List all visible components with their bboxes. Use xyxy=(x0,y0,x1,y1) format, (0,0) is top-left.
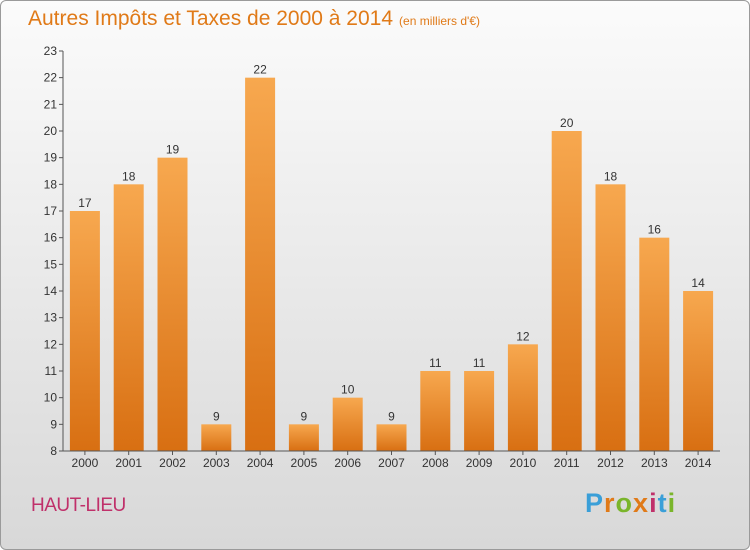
x-tick-label: 2007 xyxy=(378,456,405,470)
y-tick-label: 17 xyxy=(44,204,58,218)
bar xyxy=(376,424,407,451)
chart-title: Autres Impôts et Taxes de 2000 à 2014 (en… xyxy=(28,7,480,31)
y-tick-label: 12 xyxy=(44,337,58,351)
bar xyxy=(332,397,363,451)
data-label: 9 xyxy=(301,409,308,423)
data-label: 9 xyxy=(213,409,220,423)
y-tick-label: 19 xyxy=(44,151,58,165)
title-text: Autres Impôts et Taxes de 2000 à 2014 xyxy=(28,7,394,30)
x-tick-label: 2000 xyxy=(72,456,99,470)
data-label: 10 xyxy=(341,383,355,397)
x-tick-label: 2012 xyxy=(597,456,624,470)
y-tick-label: 14 xyxy=(44,284,58,298)
y-tick-label: 13 xyxy=(44,311,58,325)
data-label: 16 xyxy=(648,223,662,237)
bar xyxy=(551,131,582,451)
x-tick-label: 2004 xyxy=(247,456,274,470)
chart-subtitle: (en milliers d'€) xyxy=(399,14,481,28)
x-tick-label: 2009 xyxy=(466,456,493,470)
y-tick-label: 15 xyxy=(44,257,58,271)
data-label: 17 xyxy=(78,196,92,210)
bar xyxy=(288,424,319,451)
bar xyxy=(201,424,232,451)
x-axis: 2000 2001 2002 2003 2004 2005 2006 2007 2008 2009… xyxy=(63,450,720,470)
y-axis: 8 9 10 11 12 13 14 15 16 17 18 19 20 21 22 23 xyxy=(44,44,64,458)
x-tick-label: 2006 xyxy=(334,456,361,470)
y-tick-label: 20 xyxy=(44,124,58,138)
y-tick-label: 21 xyxy=(44,97,58,111)
bar xyxy=(595,184,626,452)
logo-letter: o xyxy=(615,488,634,518)
logo-letter: P xyxy=(585,488,605,518)
logo-letter: x xyxy=(633,488,650,518)
y-tick-label: 8 xyxy=(50,444,57,458)
data-label: 14 xyxy=(691,276,705,290)
data-label: 20 xyxy=(560,116,574,130)
x-tick-label: 2003 xyxy=(203,456,230,470)
x-tick-label: 2005 xyxy=(291,456,318,470)
x-tick-label: 2010 xyxy=(510,456,537,470)
logo-letter: r xyxy=(604,488,616,518)
y-tick-label: 22 xyxy=(44,71,58,85)
logo-letter: i xyxy=(649,488,658,518)
data-label: 18 xyxy=(604,169,618,183)
place-name: HAUT-LIEU xyxy=(31,495,126,516)
logo-letter: i xyxy=(667,488,677,518)
y-tick-label: 16 xyxy=(44,231,58,245)
data-label: 9 xyxy=(388,409,395,423)
x-tick-label: 2014 xyxy=(685,456,712,470)
y-tick-label: 9 xyxy=(50,417,57,431)
data-label: 22 xyxy=(253,63,267,77)
x-tick-label: 2013 xyxy=(641,456,668,470)
proxiti-logo[interactable]: Proxiti xyxy=(585,488,676,519)
data-label: 19 xyxy=(166,143,180,157)
bar xyxy=(683,291,714,451)
bar xyxy=(113,184,144,452)
data-label: 11 xyxy=(473,356,486,370)
x-tick-label: 2001 xyxy=(115,456,142,470)
y-tick-label: 18 xyxy=(44,177,58,191)
bar xyxy=(464,371,495,451)
x-tick-label: 2008 xyxy=(422,456,449,470)
logo-letter: t xyxy=(657,488,668,518)
data-label: 12 xyxy=(516,329,530,343)
x-tick-label: 2011 xyxy=(554,456,580,470)
bar xyxy=(69,211,100,451)
data-label: 18 xyxy=(122,169,136,183)
bars: 17 18 19 9 22 9 10 9 11 11 12 20 18 16 14 xyxy=(69,63,714,452)
bar xyxy=(507,344,538,451)
y-tick-label: 23 xyxy=(44,44,58,58)
bar xyxy=(420,371,451,451)
data-label: 11 xyxy=(429,356,442,370)
bar xyxy=(245,77,276,452)
y-tick-label: 10 xyxy=(44,391,58,405)
y-tick-label: 11 xyxy=(45,364,58,378)
bar xyxy=(639,237,670,451)
x-tick-label: 2002 xyxy=(159,456,186,470)
bar xyxy=(157,157,188,451)
